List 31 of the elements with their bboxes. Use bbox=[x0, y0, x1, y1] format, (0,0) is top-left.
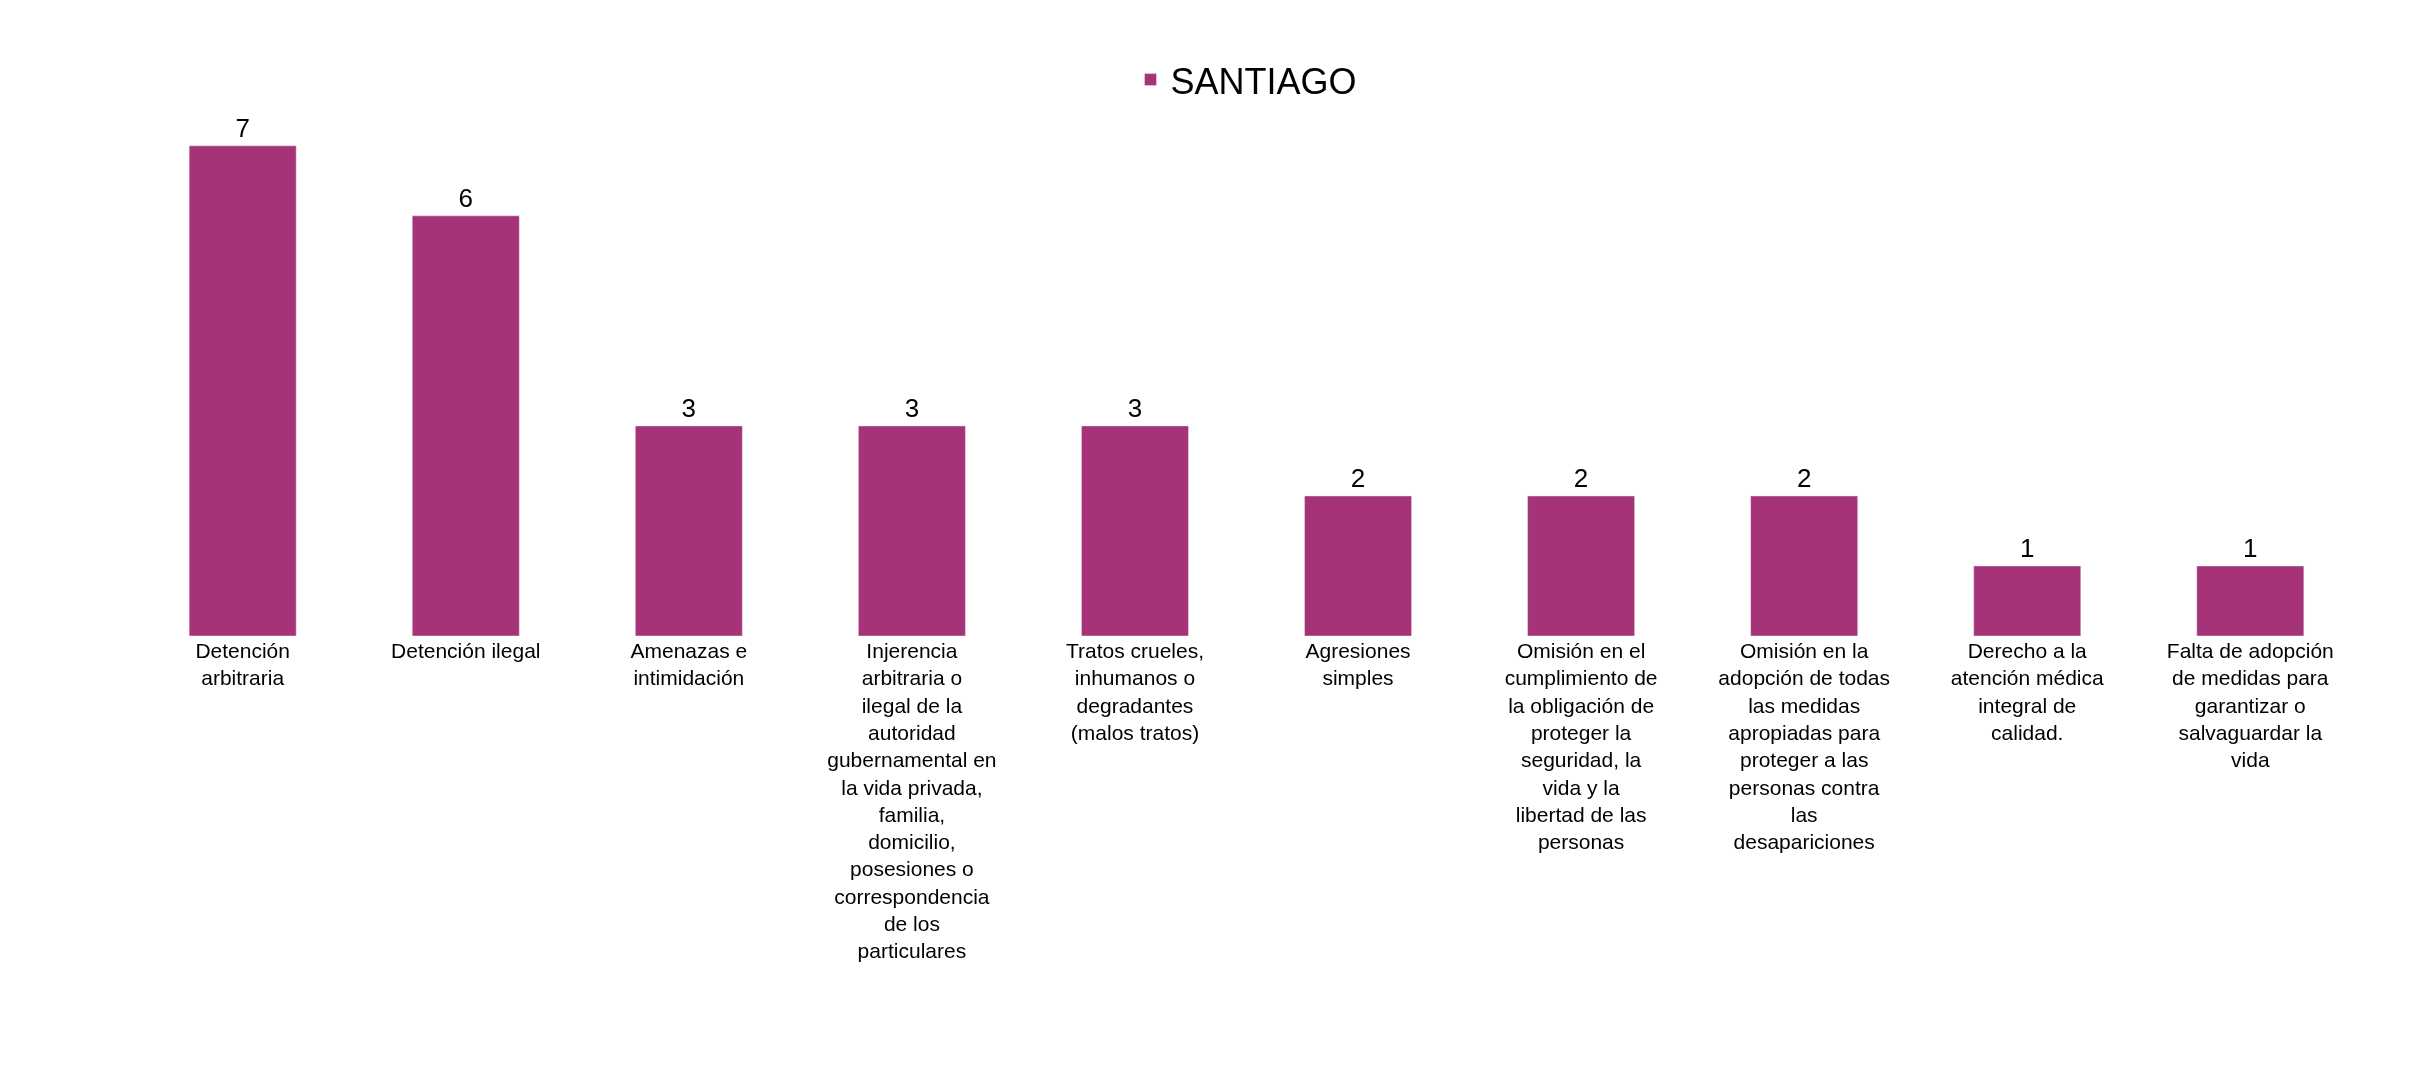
bar bbox=[411, 215, 520, 636]
bar bbox=[1527, 495, 1635, 636]
bar bbox=[2196, 565, 2305, 636]
data-label: 2 bbox=[1573, 462, 1589, 493]
x-tick-label: Detención ilegal bbox=[391, 639, 541, 662]
data-label: 1 bbox=[2243, 532, 2258, 563]
bar bbox=[1750, 495, 1858, 636]
x-tick-label: Derecho a la atención médica integral de calidad. bbox=[1950, 639, 2105, 744]
x-tick-label: Agresiones simples bbox=[1305, 639, 1411, 690]
data-label: 2 bbox=[1350, 462, 1366, 493]
x-tick-label: Tratos crueles, inhumanos o degradantes (malos tratos) bbox=[1065, 639, 1205, 744]
data-label: 1 bbox=[2020, 532, 2035, 563]
category-label: Injerencia arbitraria o ilegal de la autoridad gubernamental en la vida privada, familia, domicilio, posesiones o correspondencia de los particulares bbox=[827, 639, 997, 963]
x-tick-label: Falta de adopción de medidas para garantizar o salvaguardar la vida bbox=[2166, 639, 2334, 772]
x-tick-label: Omisión en la adopción de todas las medidas apropiadas para proteger a las personas contra las desapariciones bbox=[1718, 639, 1890, 854]
x-tick-label: Detención arbitraria bbox=[195, 639, 290, 690]
bar bbox=[635, 425, 743, 636]
data-label: 3 bbox=[904, 392, 920, 423]
bar bbox=[1973, 565, 2082, 636]
x-tick-label: Amenazas e intimidación bbox=[630, 639, 748, 690]
bar bbox=[1304, 495, 1412, 636]
data-label: 3 bbox=[681, 392, 697, 423]
data-label: 2 bbox=[1796, 462, 1812, 493]
data-label: 7 bbox=[235, 112, 250, 143]
data-label: 3 bbox=[1127, 392, 1143, 423]
data-label: 6 bbox=[458, 182, 473, 213]
bar bbox=[1081, 425, 1189, 636]
bar bbox=[858, 425, 966, 636]
legend-label: SANTIAGO bbox=[1170, 60, 1357, 102]
bar bbox=[188, 145, 297, 636]
x-tick-label: Omisión en el cumplimiento de la obligación de proteger la seguridad, la vida y la libertad de las personas bbox=[1504, 639, 1658, 854]
